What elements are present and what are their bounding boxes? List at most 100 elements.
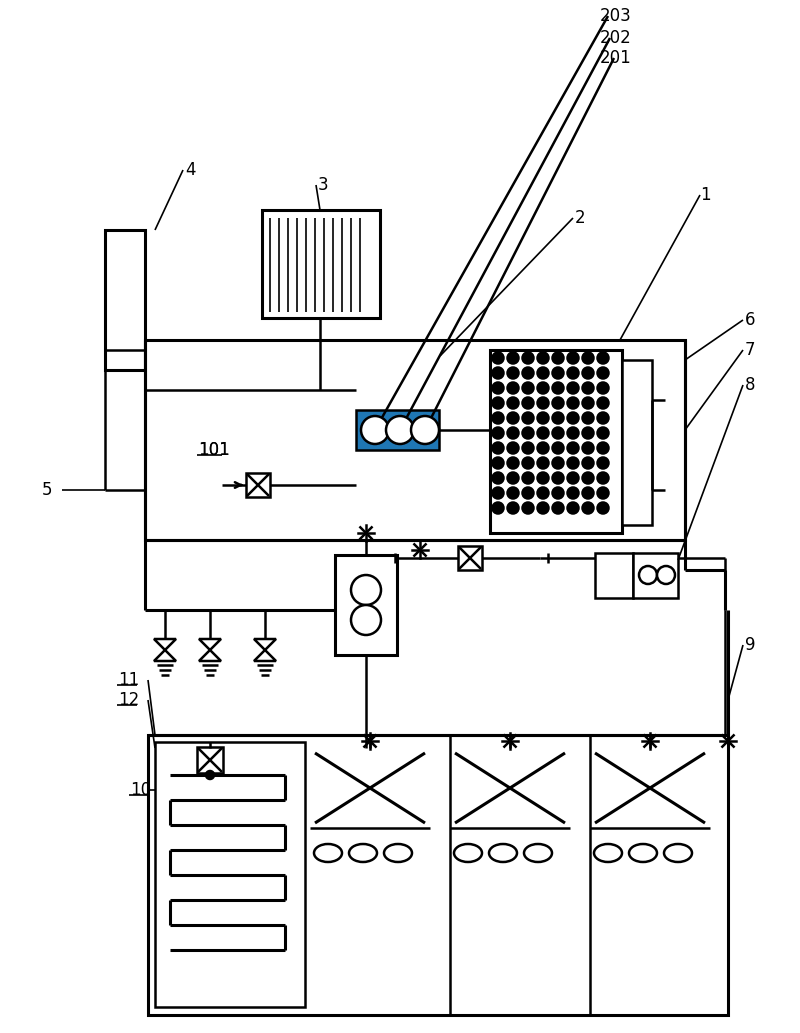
Circle shape [567,458,578,469]
Circle shape [538,502,549,513]
Ellipse shape [524,844,552,862]
Circle shape [567,472,578,483]
Circle shape [493,472,503,483]
Text: 203: 203 [600,7,632,25]
Circle shape [522,368,534,378]
Text: 9: 9 [745,636,755,654]
Text: 12: 12 [118,691,139,709]
Circle shape [598,488,609,499]
Polygon shape [199,650,221,661]
Circle shape [351,575,381,605]
Bar [595,553,633,598]
Circle shape [598,472,609,483]
Bar [458,546,482,570]
Circle shape [522,442,534,453]
Circle shape [538,442,549,453]
Circle shape [582,442,594,453]
Circle shape [598,502,609,513]
Text: 202: 202 [600,29,632,46]
Circle shape [538,412,549,424]
Circle shape [582,428,594,438]
Circle shape [553,472,563,483]
Bar [145,340,685,540]
Circle shape [582,352,594,364]
Circle shape [386,416,414,444]
Circle shape [538,382,549,394]
Circle shape [493,428,503,438]
Ellipse shape [384,844,412,862]
Text: 4: 4 [185,161,195,179]
Circle shape [553,382,563,394]
Circle shape [582,368,594,378]
Polygon shape [254,639,276,650]
Text: 6: 6 [745,311,755,328]
Circle shape [553,442,563,453]
Text: 3: 3 [318,176,329,194]
Bar [148,735,728,1015]
Circle shape [598,398,609,408]
Circle shape [493,488,503,499]
Circle shape [507,458,518,469]
Circle shape [553,502,563,513]
Polygon shape [254,650,276,661]
Circle shape [493,458,503,469]
Circle shape [411,416,439,444]
Ellipse shape [629,844,657,862]
Circle shape [582,458,594,469]
Circle shape [522,458,534,469]
Circle shape [538,428,549,438]
Circle shape [567,442,578,453]
Text: 101: 101 [198,441,230,459]
Circle shape [553,458,563,469]
Text: 5: 5 [42,481,53,499]
Circle shape [538,352,549,364]
Circle shape [598,412,609,424]
Bar [335,555,397,655]
Text: 2: 2 [575,209,586,227]
Circle shape [361,416,389,444]
Polygon shape [199,639,221,650]
Circle shape [507,472,518,483]
Circle shape [493,442,503,453]
Text: 101: 101 [198,441,230,459]
Text: 1: 1 [700,186,710,204]
Circle shape [598,368,609,378]
Ellipse shape [349,844,377,862]
Circle shape [522,398,534,408]
Circle shape [582,382,594,394]
Circle shape [567,398,578,408]
Circle shape [553,488,563,499]
Circle shape [567,382,578,394]
Ellipse shape [489,844,517,862]
Circle shape [553,428,563,438]
Circle shape [639,566,657,584]
Ellipse shape [594,844,622,862]
Text: 201: 201 [600,49,632,67]
Bar [197,747,223,773]
Bar [356,410,439,450]
Circle shape [657,566,675,584]
Circle shape [582,398,594,408]
Circle shape [538,458,549,469]
Ellipse shape [664,844,692,862]
Circle shape [598,382,609,394]
Circle shape [507,428,518,438]
Circle shape [522,412,534,424]
Polygon shape [154,639,176,650]
Circle shape [567,412,578,424]
Bar [262,210,380,318]
Bar [633,553,678,598]
Bar [622,359,652,525]
Text: 11: 11 [118,671,139,689]
Circle shape [493,352,503,364]
Circle shape [582,502,594,513]
Circle shape [507,368,518,378]
Circle shape [493,502,503,513]
Bar [105,230,145,370]
Circle shape [567,352,578,364]
Circle shape [493,398,503,408]
Circle shape [553,412,563,424]
Circle shape [567,368,578,378]
Circle shape [582,412,594,424]
Circle shape [351,605,381,635]
